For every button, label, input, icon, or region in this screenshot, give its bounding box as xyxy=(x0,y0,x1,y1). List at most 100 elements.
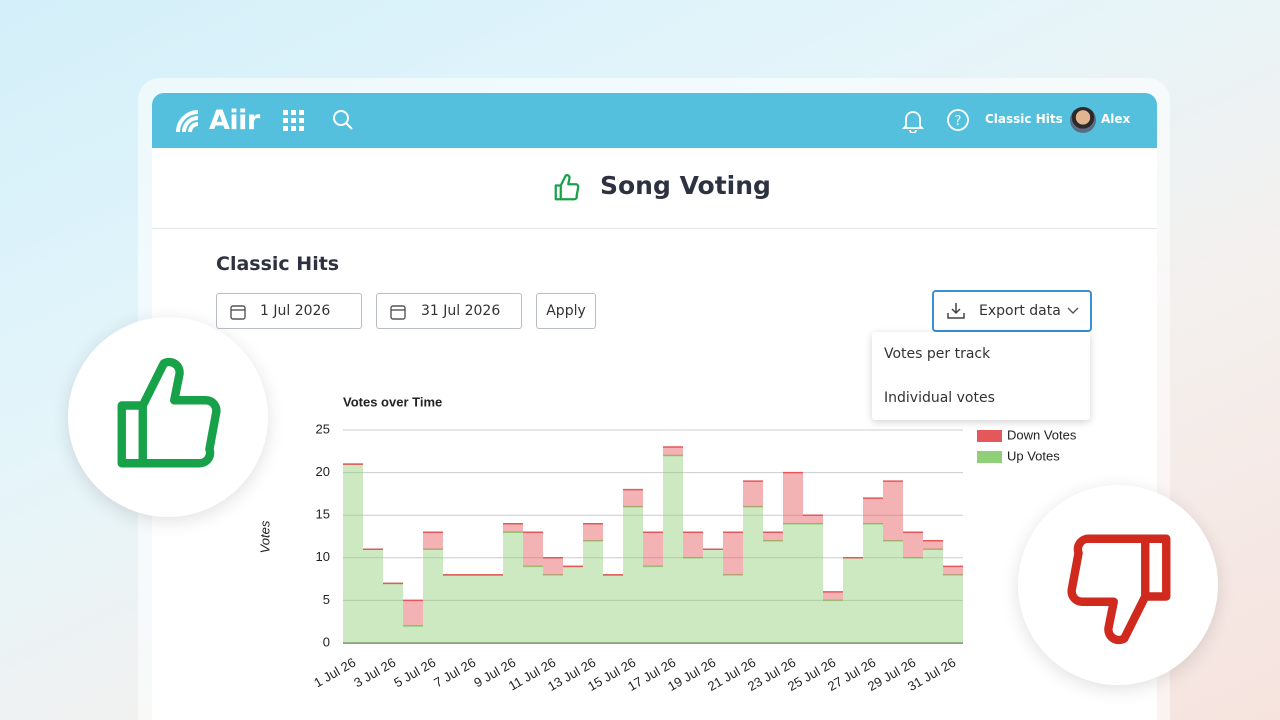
area-segment xyxy=(403,600,423,626)
area-segment xyxy=(403,625,423,643)
thumbs-down-badge xyxy=(1018,485,1218,685)
area-segment xyxy=(443,574,463,643)
avatar[interactable] xyxy=(1070,107,1096,133)
area-segment xyxy=(683,557,703,643)
legend-swatch xyxy=(977,451,1002,463)
chart-title: Votes over Time xyxy=(343,394,442,409)
export-text: Export data xyxy=(979,303,1061,319)
y-axis-label: Votes xyxy=(257,520,272,553)
end-date-text: 31 Jul 2026 xyxy=(421,303,501,319)
area-segment xyxy=(583,523,603,541)
area-segment xyxy=(943,566,963,575)
area-segment xyxy=(903,532,923,558)
area-segment xyxy=(823,591,843,601)
apply-button[interactable]: Apply xyxy=(536,293,596,329)
y-tick-label: 15 xyxy=(316,507,330,522)
area-segment xyxy=(723,574,743,643)
area-segment xyxy=(623,506,643,643)
end-date[interactable]: 31 Jul 2026 xyxy=(376,293,522,329)
area-segment xyxy=(923,549,943,643)
notifications-icon[interactable] xyxy=(902,109,924,133)
area-segment xyxy=(943,574,963,643)
area-segment xyxy=(643,532,663,567)
area-segment xyxy=(423,532,443,550)
area-segment xyxy=(843,557,863,643)
area-segment xyxy=(683,532,703,558)
start-date-text: 1 Jul 2026 xyxy=(260,303,331,319)
area-segment xyxy=(343,464,363,643)
area-segment xyxy=(663,455,683,643)
area-segment xyxy=(423,549,443,643)
area-segment xyxy=(863,523,883,643)
plot-area xyxy=(343,429,963,644)
area-segment xyxy=(803,523,823,643)
x-tick-label: 3 Jul 26 xyxy=(351,655,398,691)
area-segment xyxy=(763,540,783,643)
x-tick-label: 5 Jul 26 xyxy=(391,655,438,691)
area-segment xyxy=(503,523,523,533)
start-date[interactable]: 1 Jul 2026 xyxy=(216,293,362,329)
area-segment xyxy=(503,532,523,643)
thumbs-up-badge xyxy=(68,317,268,517)
area-segment xyxy=(783,523,803,643)
area-segment xyxy=(863,498,883,524)
area-segment xyxy=(583,540,603,643)
station-name[interactable]: Classic Hits xyxy=(985,112,1063,126)
area-segment xyxy=(743,506,763,643)
page-title: Song Voting xyxy=(600,171,771,200)
area-segment xyxy=(483,574,503,643)
area-segment xyxy=(883,540,903,643)
legend-label: Up Votes xyxy=(1007,448,1060,463)
export-button[interactable]: Export data xyxy=(932,290,1092,332)
thumbs-up-icon xyxy=(117,357,221,468)
svg-text:?: ? xyxy=(955,114,962,129)
menu-item[interactable]: Individual votes xyxy=(884,390,995,406)
thumbs-up-icon xyxy=(554,174,580,201)
x-tick-label: 7 Jul 26 xyxy=(431,655,478,691)
area-segment xyxy=(703,549,723,643)
chevron xyxy=(1067,307,1079,314)
area-segment xyxy=(783,472,803,524)
area-segment xyxy=(603,574,623,643)
area-segment xyxy=(463,574,483,643)
user-name[interactable]: Alex xyxy=(1101,112,1131,126)
area-segment xyxy=(523,532,543,567)
y-tick-label: 0 xyxy=(323,634,330,649)
y-tick-label: 25 xyxy=(316,421,330,436)
legend-label: Down Votes xyxy=(1007,427,1077,442)
calendar-icon xyxy=(390,305,406,320)
y-tick-label: 20 xyxy=(316,464,330,479)
area-segment xyxy=(823,600,843,643)
help-icon[interactable]: ? xyxy=(946,108,970,132)
logo-icon xyxy=(176,110,199,133)
area-segment xyxy=(383,583,403,643)
area-segment xyxy=(543,557,563,575)
apps-icon[interactable] xyxy=(283,110,305,132)
top-bar: Aiir ? Classic Hits Alex xyxy=(152,93,1157,148)
section-title: Classic Hits xyxy=(216,253,340,275)
area-segment xyxy=(723,532,743,575)
export-menu: Votes per track Individual votes xyxy=(872,332,1090,420)
area-segment xyxy=(543,574,563,643)
y-tick-label: 5 xyxy=(323,592,330,607)
area-segment xyxy=(923,540,943,550)
area-segment xyxy=(523,566,543,643)
calendar-icon xyxy=(230,305,246,320)
search-icon[interactable] xyxy=(332,109,354,131)
logo[interactable]: Aiir xyxy=(209,105,260,136)
area-segment xyxy=(643,566,663,643)
legend-swatch xyxy=(977,430,1002,442)
area-segment xyxy=(363,549,383,643)
area-segment xyxy=(763,532,783,541)
menu-item[interactable]: Votes per track xyxy=(884,346,991,362)
area-segment xyxy=(663,447,683,456)
area-segment xyxy=(563,566,583,643)
area-segment xyxy=(743,481,763,507)
area-segment xyxy=(883,481,903,541)
y-tick-label: 10 xyxy=(316,549,330,564)
download-icon xyxy=(947,303,965,319)
area-segment xyxy=(623,489,643,507)
area-segment xyxy=(903,557,923,643)
